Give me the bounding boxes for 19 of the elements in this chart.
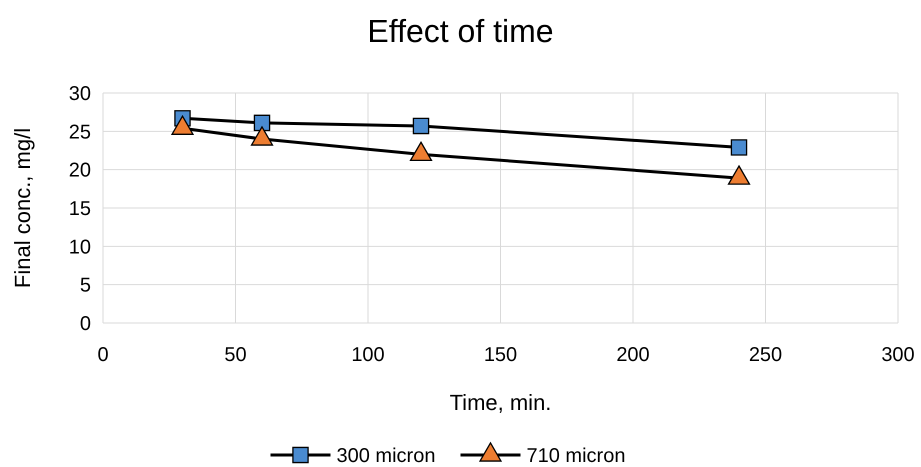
legend-label: 300 micron bbox=[336, 445, 436, 467]
y-tick-label: 15 bbox=[68, 198, 91, 220]
y-tick-label: 0 bbox=[80, 313, 91, 335]
y-tick-label: 5 bbox=[80, 274, 91, 297]
y-tick-label: 10 bbox=[68, 236, 91, 258]
x-tick-label: 0 bbox=[97, 344, 109, 366]
x-tick-label: 300 bbox=[881, 344, 915, 366]
y-tick-label: 30 bbox=[68, 83, 91, 105]
x-tick-label: 250 bbox=[748, 344, 782, 366]
legend-label: 710 micron bbox=[526, 445, 626, 467]
chart-title: Effect of time bbox=[367, 13, 554, 49]
x-tick-label: 200 bbox=[616, 344, 650, 366]
y-axis-title: Final conc., mg/l bbox=[10, 128, 35, 288]
y-tick-label: 20 bbox=[68, 160, 91, 182]
x-tick-label: 50 bbox=[224, 344, 247, 366]
x-axis-title: Time, min. bbox=[450, 390, 552, 415]
x-tick-label: 150 bbox=[484, 344, 518, 366]
x-tick-label: 100 bbox=[351, 344, 385, 366]
y-tick-label: 25 bbox=[68, 121, 91, 144]
